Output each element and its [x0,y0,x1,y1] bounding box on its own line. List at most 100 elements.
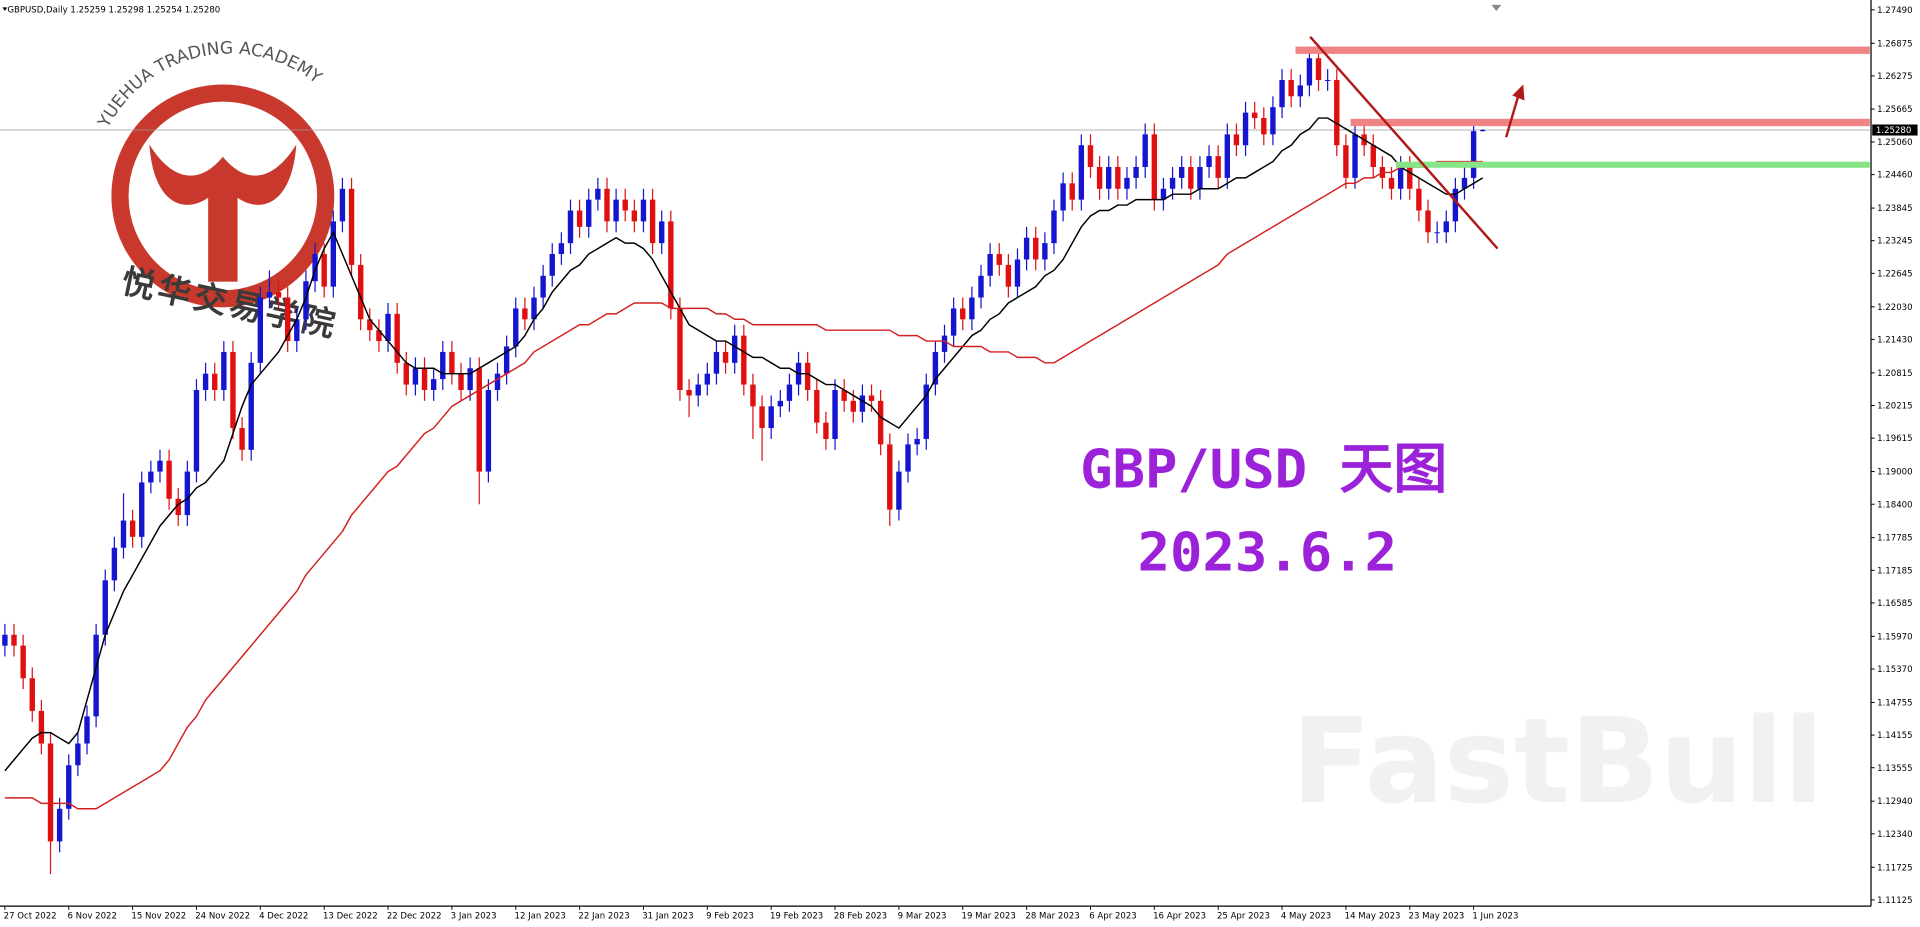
x-tick-label: 22 Dec 2022 [387,911,442,921]
candle-body [1096,167,1103,189]
candle-body [430,379,437,391]
x-tick-label: 1 Jun 2023 [1472,911,1518,921]
last-price-box [1872,124,1918,136]
candle-body [120,520,127,548]
candle-body [932,351,939,385]
y-tick-label: 1.20215 [1877,402,1912,412]
candle-body [950,308,957,336]
candle-body [230,351,236,429]
candle-body [586,199,592,227]
y-tick-label: 1.12940 [1877,797,1912,807]
candle-body [56,808,63,842]
candle-body [513,308,519,347]
candle-body [421,368,428,391]
candle-body [394,313,400,363]
candle-body [1069,183,1075,200]
candle-body [960,308,966,320]
candle-body [896,471,902,510]
y-tick-label: 1.18400 [1877,500,1912,510]
candle-body [257,297,264,363]
candle-body [1179,167,1185,178]
candle-body [604,188,610,222]
top-marker [1491,4,1502,12]
candle-body [722,351,729,363]
candle-body [1315,58,1322,80]
candle-body [193,390,200,472]
y-tick-label: 1.19615 [1877,434,1912,444]
candle-body [595,188,601,200]
candle-body [275,292,282,298]
y-tick-label: 1.20815 [1877,369,1912,379]
candle-body [1233,134,1240,146]
candle-body [759,406,765,429]
candle-body [1343,145,1349,178]
candle-body [659,221,665,244]
resistance-band [1295,46,1870,54]
candle-body [1051,210,1057,244]
candle-body [1279,79,1285,108]
candle-body [704,373,711,385]
x-tick-label: 9 Feb 2023 [706,911,754,921]
y-tick-label: 1.14155 [1877,731,1912,741]
candle-body [741,335,747,385]
y-tick-label: 1.24460 [1877,171,1912,181]
x-tick-label: 4 Dec 2022 [259,911,308,921]
candle-body [348,188,355,265]
candle-body [969,297,975,320]
candle-body [339,188,346,222]
y-tick-label: 1.25060 [1877,138,1912,148]
candle-body [1397,167,1404,189]
candle-body [312,254,318,282]
candle-body [905,444,911,472]
x-tick-label: 25 Apr 2023 [1217,911,1270,921]
y-tick-label: 1.11725 [1877,863,1912,873]
x-tick-label: 6 Nov 2022 [68,911,117,921]
y-tick-label: 1.26875 [1877,39,1912,49]
logo-cup [149,144,297,205]
y-tick-label: 1.15370 [1877,665,1912,675]
candle-body [93,634,99,717]
x-tick-label: 13 Dec 2022 [323,911,378,921]
candle-body [266,292,273,298]
moving-average [4,160,1483,810]
candle-body [75,743,81,766]
x-tick-label: 15 Nov 2022 [131,911,186,921]
candle-body [841,390,847,401]
arrow-head [1512,84,1525,101]
x-tick-label: 23 May 2023 [1409,911,1465,921]
candle-body [412,368,419,385]
x-tick-label: 19 Mar 2023 [962,911,1016,921]
x-tick-label: 31 Jan 2023 [642,911,693,921]
candle-body [102,580,108,635]
candle-body [1407,167,1413,189]
candle-body [996,254,1002,265]
candle-body [713,351,720,374]
y-tick-label: 1.27490 [1877,6,1912,16]
candle-body [440,351,446,380]
candle-body [367,319,373,331]
candle-body [157,460,163,472]
y-tick-label: 1.13555 [1877,764,1912,774]
candle-body [11,634,17,646]
candle-body [111,547,118,581]
candle-body [1206,156,1212,168]
candle-body [458,373,464,391]
candle-body [485,390,492,472]
candle-body [777,400,783,407]
trend-line [1309,35,1499,250]
candle-body [1334,79,1340,146]
candle-body [166,460,172,499]
candle-body [1434,232,1440,234]
candle-body [184,471,191,516]
candle-body [1087,145,1094,168]
y-tick-label: 1.16585 [1877,599,1912,609]
candle-body [285,297,291,342]
candle-body [1197,167,1203,189]
candle-body [868,395,875,401]
candle-body [1324,79,1331,81]
candle-body [66,765,72,809]
x-tick-label: 3 Jan 2023 [451,911,497,921]
support-band [1395,161,1870,168]
candle-body [1124,177,1130,189]
